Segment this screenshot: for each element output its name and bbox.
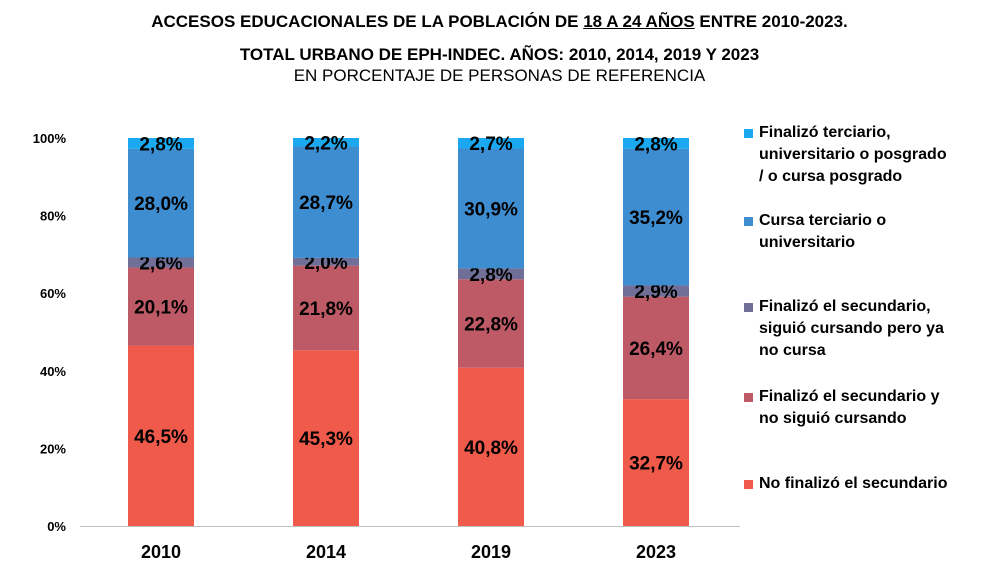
bar-segment	[293, 257, 359, 266]
legend-label-line: Finalizó el secundario y	[759, 388, 940, 405]
legend-swatch	[744, 480, 753, 489]
chart-title-line1: ACCESOS EDUCACIONALES DE LA POBLACIÓN DE…	[151, 12, 848, 31]
data-label: 2,0%	[304, 253, 347, 274]
bar-segment	[128, 257, 194, 268]
bar-segment	[623, 148, 689, 286]
legend-label-line: no siguió cursando	[759, 410, 907, 427]
data-label: 2,7%	[469, 134, 512, 155]
data-label: 40,8%	[464, 438, 518, 459]
bar-segment	[458, 367, 524, 526]
bar-segment	[458, 148, 524, 269]
data-label: 2,2%	[304, 133, 347, 154]
bar-segment	[458, 279, 524, 368]
bar-segment	[128, 148, 194, 258]
legend-label: Cursa terciario o universitario	[759, 210, 991, 254]
bar-segment	[293, 146, 359, 258]
data-label: 2,8%	[139, 134, 182, 155]
legend-label-line: Cursa terciario o	[759, 212, 887, 229]
legend-label-line: universitario o posgrado	[759, 146, 947, 163]
data-label: 20,1%	[134, 298, 188, 319]
legend-label-line: universitario	[759, 234, 856, 251]
legend-label: Finalizó terciario, universitario o posgr…	[759, 122, 991, 188]
data-label: 22,8%	[464, 314, 518, 335]
stacked-bar-chart: 0% 20% 40% 60% 80% 100% 46,5% 20,1% 2,6% 28,0% 2,8…	[33, 131, 740, 562]
x-tick-label: 2019	[471, 542, 511, 562]
legend-label: Finalizó el secundario y no siguió cursan…	[759, 386, 991, 430]
x-tick-label: 2010	[141, 542, 181, 562]
legend-label-line: / o cursa posgrado	[759, 168, 903, 185]
legend-label-line: No finalizó el secundario	[759, 475, 948, 492]
data-label: 2,8%	[634, 134, 677, 155]
legend-swatch	[744, 217, 753, 226]
bar-segment	[623, 296, 689, 400]
data-label: 32,7%	[629, 454, 683, 475]
y-tick-label: 100%	[33, 131, 67, 146]
chart-title-line2: TOTAL URBANO DE EPH-INDEC. AÑOS: 2010, 2…	[239, 45, 760, 64]
data-label: 30,9%	[464, 199, 518, 220]
legend-label-line: Finalizó terciario,	[759, 124, 891, 141]
x-tick-label: 2023	[636, 542, 676, 562]
data-label: 21,8%	[299, 299, 353, 320]
y-tick-label: 60%	[40, 286, 66, 301]
y-tick-label: 20%	[40, 441, 66, 456]
data-label: 46,5%	[134, 427, 188, 448]
bar-segment	[458, 138, 524, 149]
bar-segment	[293, 265, 359, 351]
bar-segment	[623, 285, 689, 297]
bar-segment	[128, 138, 194, 149]
legend-swatch	[744, 393, 753, 402]
bar-segment	[623, 138, 689, 149]
legend-label-line: Finalizó el secundario,	[759, 298, 931, 315]
bar-segment	[458, 268, 524, 280]
chart-title-underlined: 18 A 24 AÑOS	[583, 12, 695, 31]
chart-subtitle: EN PORCENTAJE DE PERSONAS DE REFERENCIA	[293, 66, 706, 85]
bar-segment	[128, 267, 194, 346]
data-label: 2,8%	[469, 265, 512, 286]
bar-segment	[293, 138, 359, 147]
data-label: 2,6%	[139, 254, 182, 275]
data-label: 26,4%	[629, 339, 683, 360]
data-label: 28,7%	[299, 193, 353, 214]
legend-label-line: no cursa	[759, 342, 826, 359]
x-tick-label: 2014	[306, 542, 346, 562]
data-label: 2,9%	[634, 282, 677, 303]
y-tick-label: 40%	[40, 364, 66, 379]
data-label: 28,0%	[134, 194, 188, 215]
legend-swatch	[744, 129, 753, 138]
legend-label: Finalizó el secundario, siguió cursando p…	[759, 296, 991, 362]
y-tick-label: 0%	[47, 519, 66, 534]
bar-segment	[128, 345, 194, 526]
bar-segment	[623, 399, 689, 526]
bar-segment	[293, 350, 359, 526]
legend-label: No finalizó el secundario	[759, 473, 991, 495]
data-label: 35,2%	[629, 208, 683, 229]
y-tick-label: 80%	[40, 209, 66, 224]
data-label: 45,3%	[299, 429, 353, 450]
legend-swatch	[744, 303, 753, 312]
legend-label-line: siguió cursando pero ya	[759, 320, 944, 337]
